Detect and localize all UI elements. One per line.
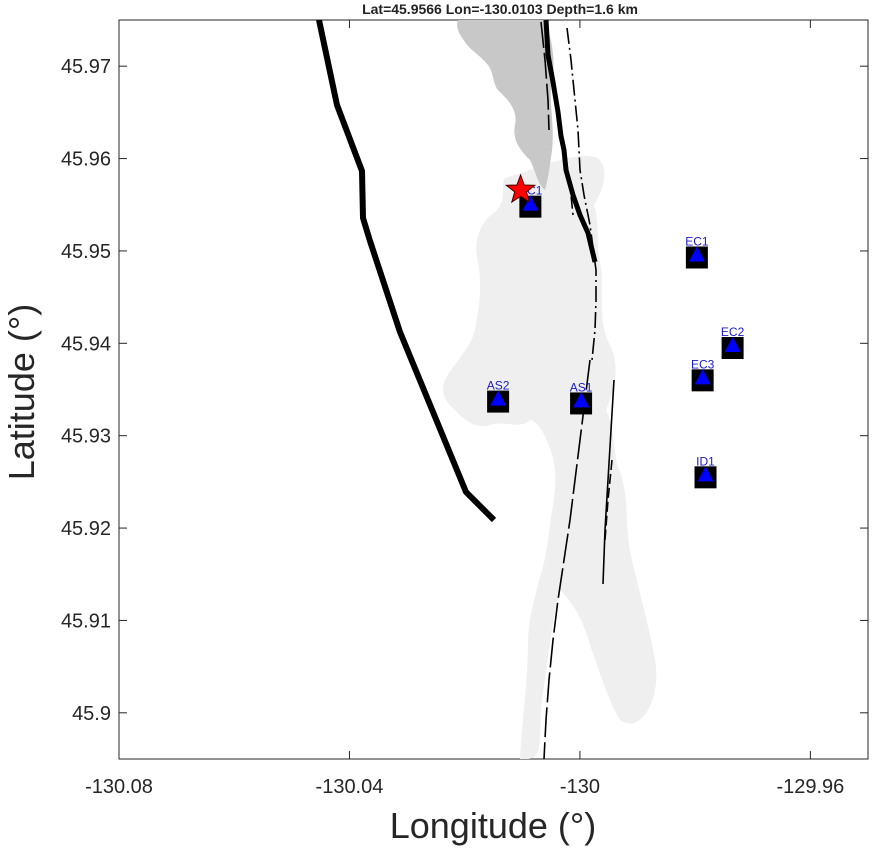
event-layer bbox=[504, 173, 537, 204]
lava-flow-dark bbox=[457, 20, 554, 190]
event-star-icon bbox=[504, 173, 537, 204]
station-id1: ID1 bbox=[694, 454, 717, 489]
station-as2: AS2 bbox=[487, 379, 510, 413]
x-tick-label: -130.04 bbox=[316, 776, 384, 798]
station-label: EC3 bbox=[691, 357, 715, 371]
plot-title: Lat=45.9566 Lon=-130.0103 Depth=1.6 km bbox=[362, 1, 638, 17]
station-triangle-icon bbox=[522, 195, 539, 211]
station-triangle-icon bbox=[724, 337, 741, 353]
y-tick-label: 45.92 bbox=[61, 518, 111, 540]
station-triangle-icon bbox=[688, 246, 705, 262]
station-triangle-icon bbox=[694, 369, 711, 385]
station-label: EC2 bbox=[721, 325, 745, 339]
station-label: AS2 bbox=[487, 379, 510, 393]
station-ec2: EC2 bbox=[721, 325, 745, 360]
x-tick-label: -130 bbox=[560, 776, 600, 798]
station-label: AS1 bbox=[570, 380, 593, 394]
station-label: EC1 bbox=[685, 234, 709, 248]
lava-flow-light bbox=[443, 156, 657, 759]
station-triangle-icon bbox=[697, 466, 714, 482]
y-tick-label: 45.94 bbox=[61, 333, 111, 355]
fissure-lines bbox=[540, 21, 615, 759]
station-ec1: EC1 bbox=[685, 234, 709, 269]
station-triangle-icon bbox=[573, 392, 590, 408]
x-tick-label: -130.08 bbox=[85, 776, 153, 798]
caldera-rim-east bbox=[543, 20, 598, 263]
x-tick-label: -129.96 bbox=[776, 776, 844, 798]
y-tick-label: 45.96 bbox=[61, 149, 111, 171]
stations-layer: CC1 EC1 EC2 EC3 AS2 AS1 ID1 bbox=[487, 184, 745, 489]
tick-layer: -130.08 -130.04 -130 -129.96 45.9 45.91 45.92 4… bbox=[61, 20, 868, 798]
y-tick-label: 45.97 bbox=[61, 56, 111, 78]
station-as1: AS1 bbox=[570, 380, 593, 415]
station-label: ID1 bbox=[696, 454, 715, 468]
y-tick-label: 45.95 bbox=[61, 241, 111, 263]
station-triangle-icon bbox=[490, 390, 507, 406]
x-axis-label: Longitude (°) bbox=[390, 805, 597, 846]
station-ec3: EC3 bbox=[691, 357, 715, 392]
y-tick-label: 45.9 bbox=[72, 703, 111, 725]
station-cc1: CC1 bbox=[518, 184, 543, 218]
caldera-rim-west bbox=[316, 20, 497, 523]
y-axis-label: Latitude (°) bbox=[1, 304, 42, 480]
y-tick-label: 45.91 bbox=[61, 610, 111, 632]
y-tick-label: 45.93 bbox=[61, 426, 111, 448]
